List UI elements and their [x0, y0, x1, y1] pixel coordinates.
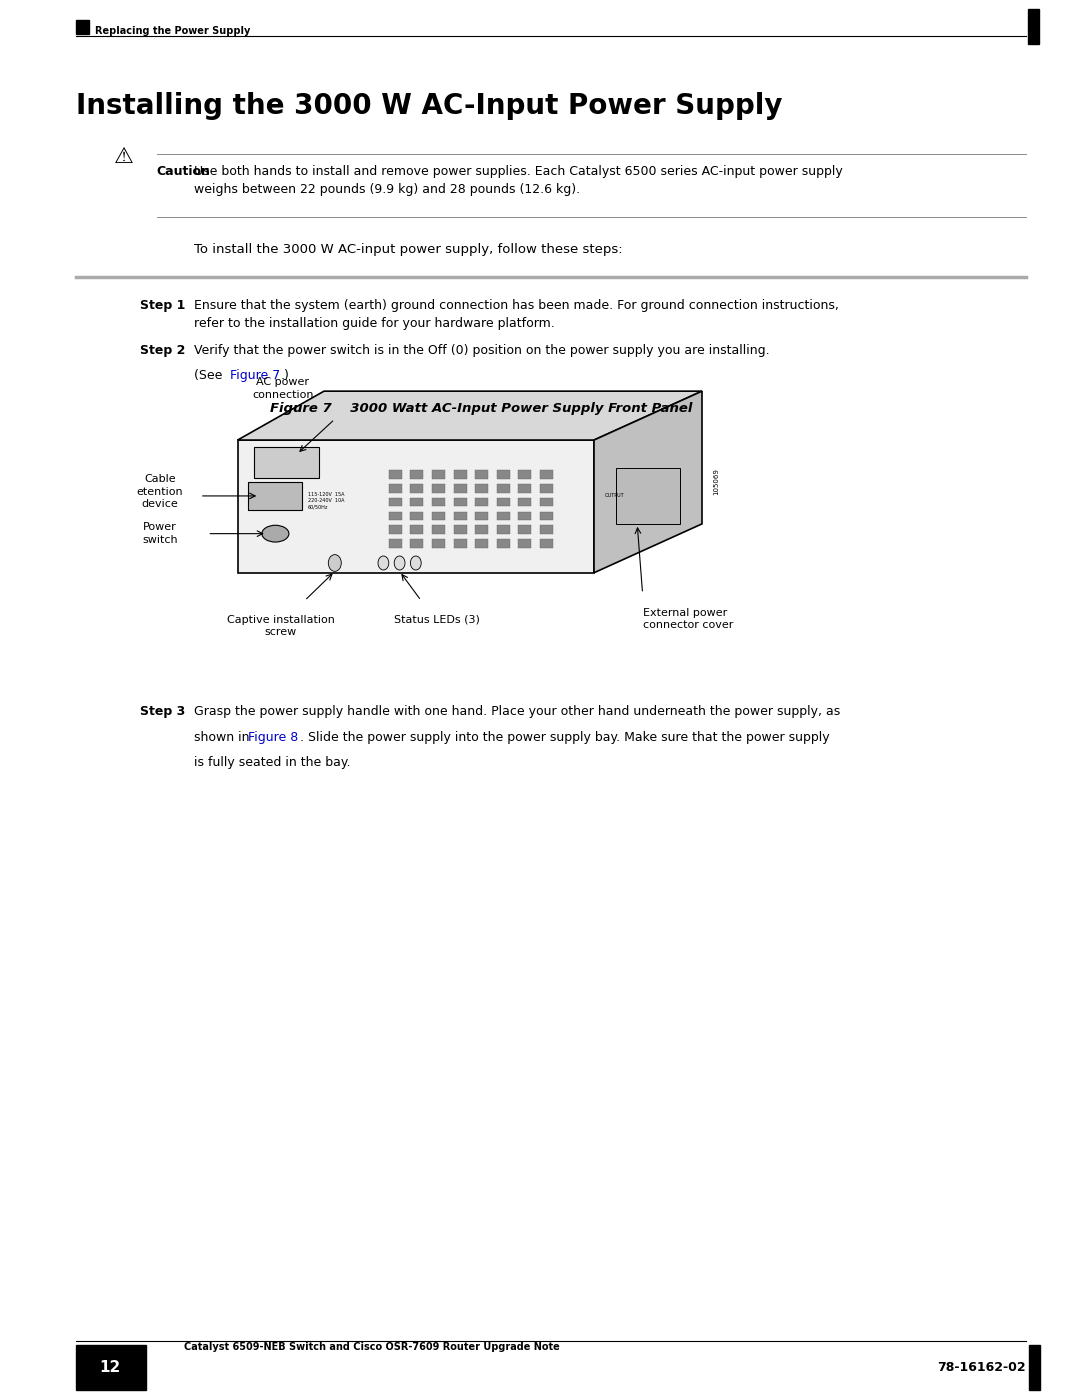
Text: Figure 8: Figure 8 — [248, 731, 299, 743]
Text: AC power
connection: AC power connection — [253, 377, 313, 400]
Bar — [410, 497, 423, 506]
Text: .): .) — [281, 369, 289, 381]
Text: (See: (See — [194, 369, 227, 381]
Bar — [454, 485, 467, 493]
Bar — [540, 525, 553, 534]
Text: 105069: 105069 — [713, 468, 719, 496]
Text: Use both hands to install and remove power supplies. Each Catalyst 6500 series A: Use both hands to install and remove pow… — [194, 165, 843, 196]
Text: 78-16162-02: 78-16162-02 — [937, 1361, 1026, 1375]
Bar — [389, 525, 402, 534]
Text: Caution: Caution — [157, 165, 211, 177]
Bar — [475, 525, 488, 534]
Text: To install the 3000 W AC-input power supply, follow these steps:: To install the 3000 W AC-input power sup… — [194, 243, 623, 256]
Bar — [475, 539, 488, 548]
Bar — [475, 511, 488, 520]
Bar — [540, 485, 553, 493]
Bar — [454, 511, 467, 520]
Text: 115-120V  15A
220-240V  10A
60/50Hz: 115-120V 15A 220-240V 10A 60/50Hz — [308, 492, 345, 509]
Bar — [1028, 10, 1039, 45]
Bar — [475, 497, 488, 506]
Text: Step 3: Step 3 — [140, 705, 186, 718]
Circle shape — [410, 556, 421, 570]
Bar — [540, 511, 553, 520]
Bar — [254, 447, 319, 478]
Text: Installing the 3000 W AC-Input Power Supply: Installing the 3000 W AC-Input Power Sup… — [76, 92, 782, 120]
Text: Ensure that the system (earth) ground connection has been made. For ground conne: Ensure that the system (earth) ground co… — [194, 299, 839, 330]
Bar — [497, 497, 510, 506]
Bar — [389, 497, 402, 506]
Polygon shape — [594, 391, 702, 573]
Text: Verify that the power switch is in the Off (0) position on the power supply you : Verify that the power switch is in the O… — [194, 344, 770, 356]
Text: External power
connector cover: External power connector cover — [643, 608, 733, 630]
Bar — [518, 539, 531, 548]
Bar — [389, 539, 402, 548]
Bar — [432, 511, 445, 520]
Bar — [518, 485, 531, 493]
Bar — [540, 497, 553, 506]
Bar — [1029, 1345, 1040, 1390]
Bar — [497, 471, 510, 479]
Text: Figure 7    3000 Watt AC-Input Power Supply Front Panel: Figure 7 3000 Watt AC-Input Power Supply… — [270, 402, 692, 415]
Bar — [497, 539, 510, 548]
Text: OUTPUT: OUTPUT — [605, 493, 624, 499]
Text: Figure 7: Figure 7 — [230, 369, 281, 381]
Bar — [76, 20, 89, 35]
Bar — [540, 539, 553, 548]
Text: Captive installation
screw: Captive installation screw — [227, 615, 335, 637]
Circle shape — [328, 555, 341, 571]
Bar — [497, 525, 510, 534]
Text: Cable
etention
device: Cable etention device — [136, 475, 184, 509]
Text: 12: 12 — [99, 1361, 121, 1375]
Circle shape — [378, 556, 389, 570]
Ellipse shape — [261, 525, 289, 542]
Bar — [518, 525, 531, 534]
Text: Step 1: Step 1 — [140, 299, 186, 312]
Text: ⚠: ⚠ — [114, 147, 134, 166]
Bar — [518, 497, 531, 506]
Bar — [432, 539, 445, 548]
Bar — [410, 525, 423, 534]
Bar — [497, 485, 510, 493]
Bar — [248, 482, 302, 510]
Text: shown in: shown in — [194, 731, 254, 743]
Bar — [454, 471, 467, 479]
Circle shape — [394, 556, 405, 570]
Bar — [410, 511, 423, 520]
Bar — [410, 539, 423, 548]
Bar — [432, 471, 445, 479]
Bar — [410, 485, 423, 493]
Bar — [389, 511, 402, 520]
Bar — [432, 485, 445, 493]
Bar — [432, 525, 445, 534]
Text: Replacing the Power Supply: Replacing the Power Supply — [95, 25, 251, 36]
Text: Grasp the power supply handle with one hand. Place your other hand underneath th: Grasp the power supply handle with one h… — [194, 705, 840, 718]
Bar — [410, 471, 423, 479]
Bar — [454, 497, 467, 506]
Bar — [475, 485, 488, 493]
Bar — [497, 511, 510, 520]
Bar — [454, 539, 467, 548]
Bar — [432, 497, 445, 506]
Text: is fully seated in the bay.: is fully seated in the bay. — [194, 756, 351, 768]
Bar — [76, 1345, 146, 1390]
Text: Status LEDs (3): Status LEDs (3) — [394, 615, 481, 624]
Bar — [389, 485, 402, 493]
Polygon shape — [238, 391, 702, 440]
Bar — [518, 511, 531, 520]
Bar — [616, 468, 680, 524]
Text: Power
switch: Power switch — [143, 522, 177, 545]
Bar — [454, 525, 467, 534]
Bar — [475, 471, 488, 479]
Bar — [518, 471, 531, 479]
Polygon shape — [238, 440, 594, 573]
Bar — [389, 471, 402, 479]
Text: Step 2: Step 2 — [140, 344, 186, 356]
Text: Catalyst 6509-NEB Switch and Cisco OSR-7609 Router Upgrade Note: Catalyst 6509-NEB Switch and Cisco OSR-7… — [184, 1343, 559, 1352]
Text: . Slide the power supply into the power supply bay. Make sure that the power sup: . Slide the power supply into the power … — [300, 731, 829, 743]
Bar — [540, 471, 553, 479]
